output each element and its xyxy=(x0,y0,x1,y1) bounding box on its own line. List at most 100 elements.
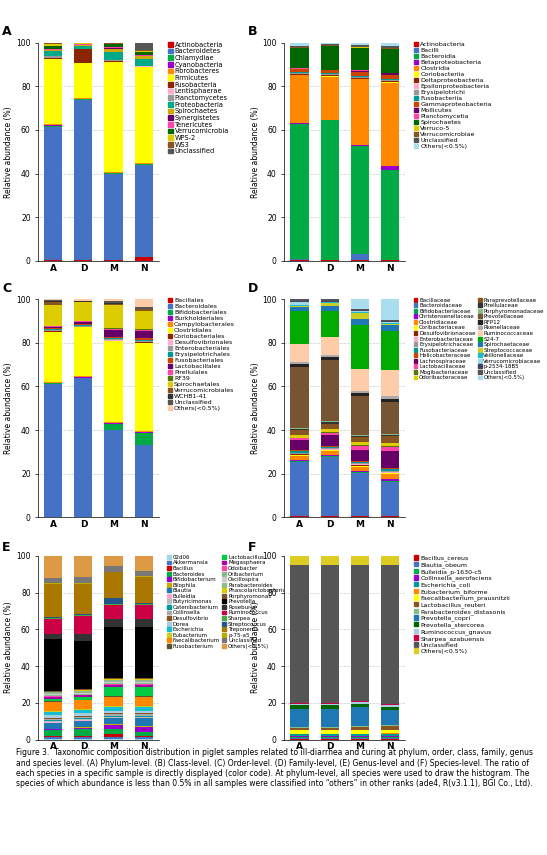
Bar xyxy=(104,429,123,516)
Bar xyxy=(104,724,123,725)
Bar xyxy=(135,717,153,718)
Bar xyxy=(290,43,309,46)
Bar xyxy=(74,614,92,615)
Bar xyxy=(381,397,399,398)
Bar xyxy=(44,618,62,619)
Bar xyxy=(104,44,123,47)
Bar xyxy=(104,604,123,619)
Bar xyxy=(381,443,399,446)
Text: A: A xyxy=(2,26,12,38)
Bar xyxy=(104,566,123,571)
Bar xyxy=(351,734,369,736)
Bar xyxy=(74,693,92,694)
Legend: Actinobacteria, Bacteroidetes, Chlamydiae, Cyanobacteria, Fibrobacteres, Firmicu: Actinobacteria, Bacteroidetes, Chlamydia… xyxy=(168,42,229,155)
Bar xyxy=(290,434,309,438)
Bar xyxy=(135,682,153,683)
Bar xyxy=(135,59,153,66)
Bar xyxy=(351,319,369,325)
Bar xyxy=(74,577,92,582)
Bar xyxy=(321,451,339,456)
Bar xyxy=(44,329,62,330)
Bar xyxy=(104,684,123,685)
Bar xyxy=(44,50,62,51)
Bar xyxy=(351,726,369,727)
Bar xyxy=(135,684,153,685)
Legend: Bacillaceae, Bacteroidaceae, Bifidobacteriaceae, Christensenellaceae, Clostridia: Bacillaceae, Bacteroidaceae, Bifidobacte… xyxy=(414,298,544,380)
Bar xyxy=(290,736,309,737)
Bar xyxy=(381,451,399,469)
Bar xyxy=(74,63,92,98)
Bar xyxy=(321,448,339,449)
Bar xyxy=(351,80,369,144)
Bar xyxy=(104,598,123,604)
Bar xyxy=(44,711,62,712)
Bar xyxy=(135,340,153,342)
Bar xyxy=(104,697,123,706)
Bar xyxy=(351,309,369,310)
Text: D: D xyxy=(248,282,259,295)
Bar xyxy=(135,603,153,604)
Bar xyxy=(44,695,62,696)
Bar xyxy=(104,52,123,60)
Bar xyxy=(351,369,369,391)
Bar xyxy=(290,737,309,738)
Bar xyxy=(104,329,123,337)
Bar xyxy=(104,717,123,718)
Bar xyxy=(135,299,153,307)
Bar xyxy=(44,305,62,326)
Bar xyxy=(351,730,369,734)
Bar xyxy=(44,722,62,723)
Bar xyxy=(290,428,309,429)
Bar xyxy=(74,700,92,710)
Bar xyxy=(321,556,339,565)
Y-axis label: Relative abundance (%): Relative abundance (%) xyxy=(251,106,259,198)
Bar xyxy=(321,738,339,739)
Bar xyxy=(74,736,92,737)
Legend: Bacillales, Bacteroidales, Bifidobacteriales, Burkholderiales, Campylobacterales: Bacillales, Bacteroidales, Bifidobacteri… xyxy=(168,298,235,411)
Bar xyxy=(104,737,123,739)
Bar xyxy=(351,48,369,70)
Bar xyxy=(135,52,153,56)
Bar xyxy=(74,302,92,321)
Bar xyxy=(44,617,62,618)
Bar xyxy=(104,711,123,713)
Bar xyxy=(290,69,309,72)
Bar xyxy=(321,434,339,445)
Bar xyxy=(381,726,399,729)
Bar xyxy=(135,307,153,309)
Bar xyxy=(44,302,62,305)
Bar xyxy=(104,685,123,687)
Bar xyxy=(135,344,153,431)
Bar xyxy=(290,305,309,306)
Bar xyxy=(321,306,339,311)
Bar xyxy=(321,423,339,429)
Text: B: B xyxy=(248,26,258,38)
Bar xyxy=(321,457,339,516)
Bar xyxy=(381,332,399,370)
Bar xyxy=(381,469,399,470)
Bar xyxy=(351,461,369,462)
Bar xyxy=(290,48,309,68)
Bar xyxy=(135,577,153,603)
Bar xyxy=(44,327,62,328)
Legend: Actinobacteria, Bacilli, Bacteroidia, Betaproteobacteria, Clostridia, Coriobacte: Actinobacteria, Bacilli, Bacteroidia, Be… xyxy=(414,42,492,149)
Bar xyxy=(290,299,309,301)
Bar xyxy=(321,422,339,423)
Bar xyxy=(135,732,153,736)
Bar xyxy=(381,46,399,48)
Bar xyxy=(44,583,62,584)
Bar xyxy=(321,728,339,730)
Bar xyxy=(44,715,62,718)
Bar xyxy=(74,716,92,718)
Bar xyxy=(321,44,339,45)
Bar xyxy=(290,259,309,260)
Bar xyxy=(135,56,153,59)
Bar xyxy=(44,723,62,728)
Bar xyxy=(135,604,153,619)
Bar xyxy=(381,738,399,739)
Bar xyxy=(290,565,309,703)
Bar xyxy=(44,634,62,640)
Bar xyxy=(104,339,123,340)
Bar xyxy=(290,344,309,362)
Bar xyxy=(290,462,309,516)
